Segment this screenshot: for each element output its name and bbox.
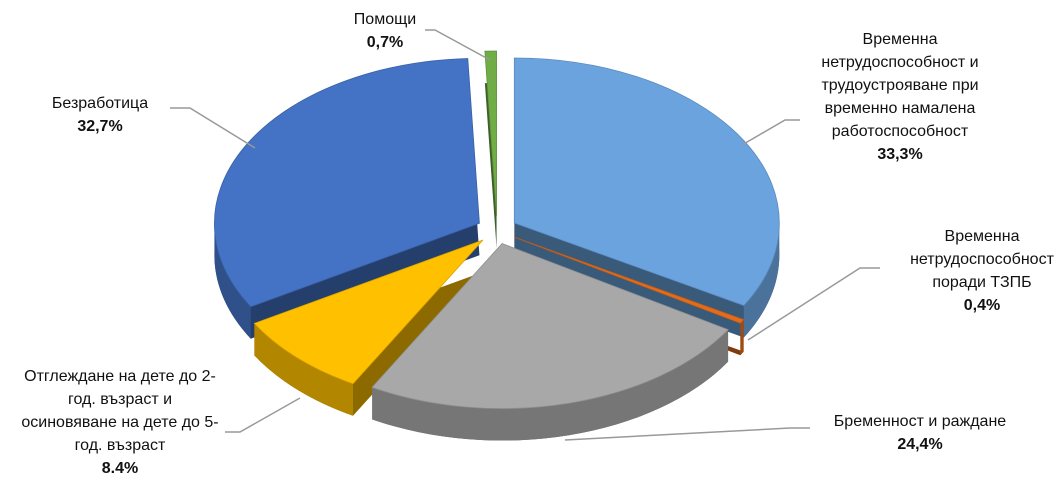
slice (253, 239, 484, 385)
leader-line (170, 107, 256, 149)
value-label: 8.4% (101, 460, 139, 477)
leader-line (741, 119, 800, 146)
slice-side (214, 223, 251, 339)
slice-side (740, 319, 744, 356)
slice-label: Помощи 0,7% (325, 8, 445, 54)
category-name: Временна нетрудоспособност и трудоустроя… (821, 31, 979, 140)
category-name: Безработица (51, 95, 149, 112)
value-label: 24,4% (897, 436, 943, 453)
slice-label: Временна нетрудоспособност и трудоустроя… (810, 28, 990, 166)
category-name: Помощи (353, 11, 417, 28)
slice-side (743, 223, 780, 338)
slice-label: Безработица 32,7% (20, 92, 180, 138)
leader-line (564, 427, 810, 441)
value-label: 33,3% (877, 146, 923, 163)
leader-line (747, 267, 880, 341)
slice (214, 58, 480, 308)
value-label: 0,4% (963, 297, 1001, 314)
category-name: Отглеждане на дете до 2-год. възраст и о… (21, 368, 219, 454)
slice-side (372, 329, 729, 441)
value-label: 0,7% (366, 34, 404, 51)
slice (484, 50, 497, 217)
leader-line (425, 29, 491, 61)
category-name: Временна нетрудоспособност поради ТЗПБ (910, 228, 1054, 291)
category-name: Бременност и раждане (833, 413, 1007, 430)
slice (371, 243, 729, 409)
slice-side (254, 323, 354, 416)
value-label: 32,7% (77, 118, 123, 135)
slice (514, 236, 745, 324)
leader-line (225, 397, 301, 433)
slice-label: Бременност и раждане 24,4% (800, 410, 1040, 456)
slice (513, 57, 780, 306)
slice-label: Отглеждане на дете до 2-год. възраст и о… (20, 365, 220, 480)
slice-label: Временна нетрудоспособност поради ТЗПБ 0,… (907, 225, 1057, 317)
